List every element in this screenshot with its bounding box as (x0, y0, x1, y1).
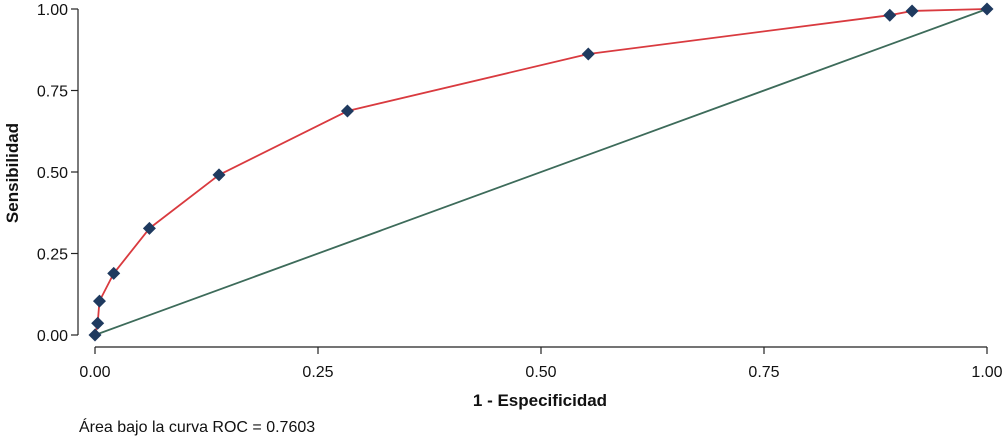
chart-markers (88, 2, 994, 342)
y-tick-label: 0.75 (37, 84, 68, 101)
x-tick-label: 1.00 (971, 364, 1002, 381)
y-axis-ticks: 0.00 0.25 0.50 0.75 1.00 (37, 2, 78, 345)
auc-annotation: Área bajo la curva ROC = 0.7603 (79, 417, 315, 436)
roc-point-marker (581, 47, 595, 61)
roc-point-marker (92, 294, 106, 308)
x-tick-label: 0.00 (79, 364, 110, 381)
roc-point-marker (340, 104, 354, 118)
roc-point-marker (142, 221, 156, 235)
roc-point-marker (980, 2, 994, 16)
reference-line (94, 8, 988, 336)
y-tick-label: 0.50 (37, 165, 68, 182)
chart-lines (94, 8, 988, 336)
y-tick-label: 0.25 (37, 247, 68, 264)
roc-point-marker (905, 4, 919, 18)
x-axis-title: 1 - Especificidad (473, 391, 607, 410)
roc-point-marker (107, 266, 121, 280)
roc-point-marker (212, 168, 226, 182)
x-tick-label: 0.75 (748, 364, 779, 381)
roc-point-marker (883, 8, 897, 22)
roc-point-marker (88, 328, 102, 342)
roc-point-marker (91, 316, 105, 330)
y-tick-label: 0.00 (37, 328, 68, 345)
y-axis-title: Sensibilidad (3, 123, 22, 223)
x-tick-label: 0.25 (302, 364, 333, 381)
x-tick-label: 0.50 (525, 364, 556, 381)
y-tick-label: 1.00 (37, 2, 68, 19)
x-axis-ticks: 0.00 0.25 0.50 0.75 1.00 (79, 347, 1002, 381)
